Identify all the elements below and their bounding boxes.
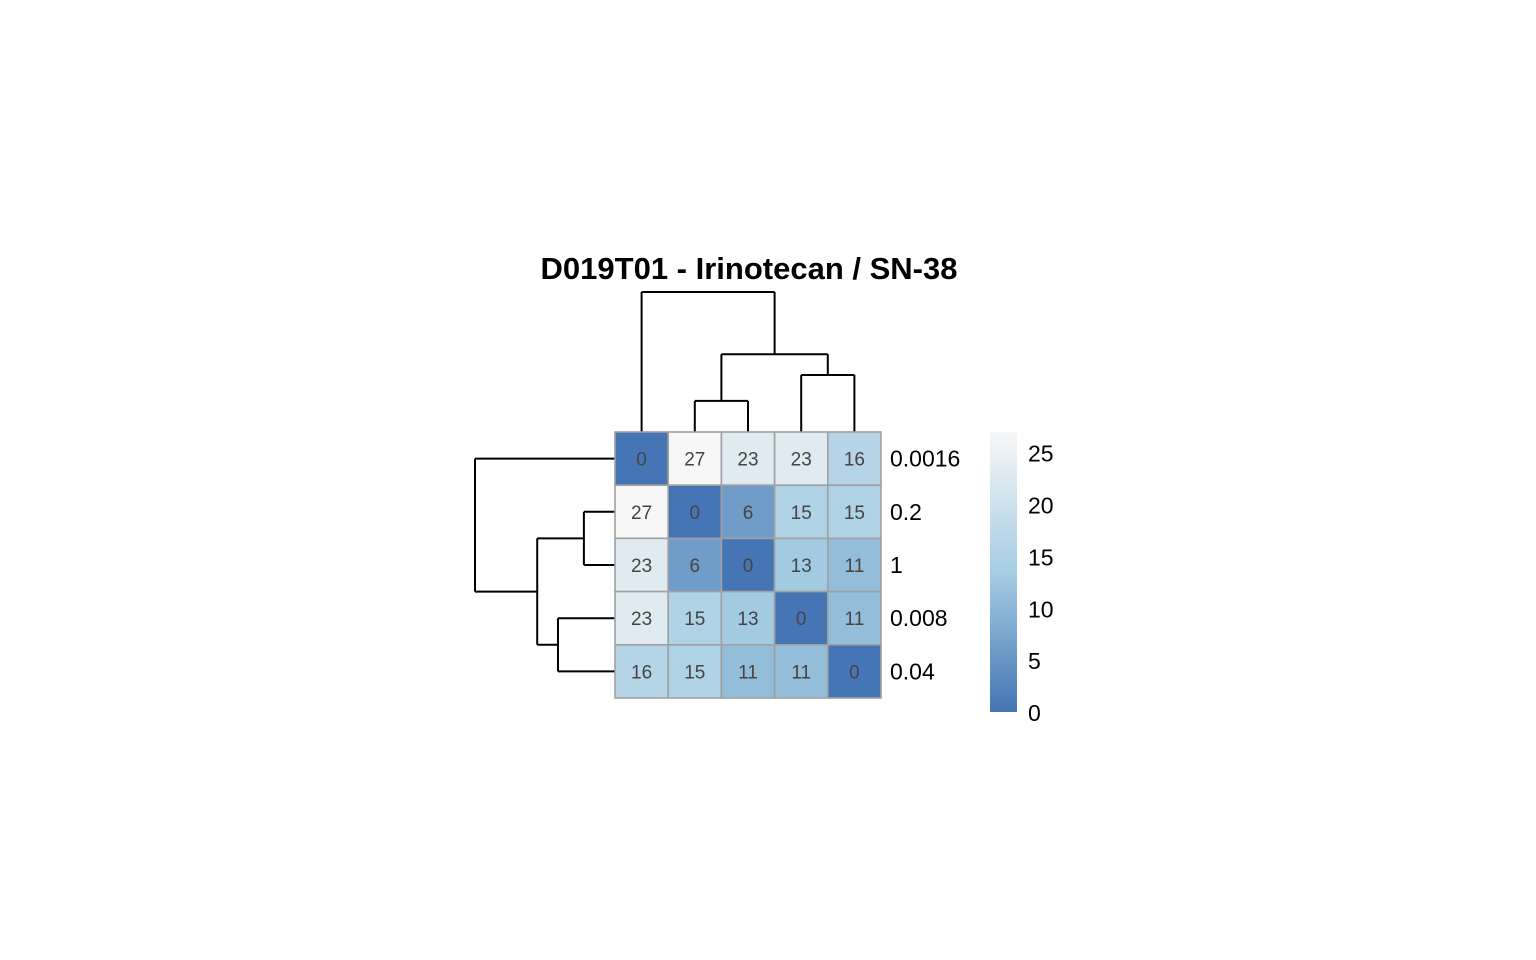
legend-tick-label: 5 xyxy=(1028,648,1041,674)
row-dendrogram xyxy=(474,457,615,673)
cell-value-label: 11 xyxy=(791,662,811,683)
cell-value-label: 15 xyxy=(844,503,865,524)
column-dendrogram xyxy=(640,291,856,432)
heatmap-cell xyxy=(826,431,882,487)
cell-value-label: 6 xyxy=(743,503,754,524)
cell-value-label: 15 xyxy=(684,662,705,683)
heatmap-cells: 0 27 23 23 16 27 0 6 15 15 23 6 0 13 11 23 15 13 0 11 16 15 11… xyxy=(614,431,882,699)
legend-tick-label: 20 xyxy=(1028,493,1054,519)
row-label: 0.2 xyxy=(890,499,922,525)
cell-value-label: 27 xyxy=(684,450,705,471)
heatmap-cell xyxy=(826,590,882,646)
heatmap-cell xyxy=(826,484,882,540)
cell-value-label: 13 xyxy=(791,556,812,577)
chart-title: D019T01 - Irinotecan / SN-38 xyxy=(541,251,958,286)
cell-value-label: 23 xyxy=(737,450,758,471)
cell-value-label: 0 xyxy=(690,503,701,524)
heatmap-cell xyxy=(614,643,670,699)
cell-value-label: 23 xyxy=(791,450,812,471)
legend-tick-label: 15 xyxy=(1028,544,1054,570)
heatmap-cell xyxy=(614,537,670,593)
row-label: 0.008 xyxy=(890,605,948,631)
heatmap-cell xyxy=(773,590,829,646)
heatmap-cell xyxy=(826,643,882,699)
cell-value-label: 6 xyxy=(690,556,701,577)
heatmap-cell xyxy=(720,484,776,540)
heatmap-cell xyxy=(720,537,776,593)
cell-value-label: 16 xyxy=(844,450,865,471)
row-label: 0.0016 xyxy=(890,446,960,472)
cell-value-label: 27 xyxy=(631,503,652,524)
legend-tick-label: 25 xyxy=(1028,441,1054,467)
cell-value-label: 0 xyxy=(796,609,807,630)
legend-tick-label: 0 xyxy=(1028,700,1041,726)
legend-tick-label: 10 xyxy=(1028,596,1054,622)
row-label: 1 xyxy=(890,552,903,578)
heatmap-cell xyxy=(773,537,829,593)
heatmap-cell xyxy=(773,431,829,487)
heatmap-cell xyxy=(667,590,723,646)
color-legend: 0 5 10 15 20 25 xyxy=(990,432,1054,726)
cell-value-label: 23 xyxy=(631,556,652,577)
cell-value-label: 0 xyxy=(743,556,754,577)
heatmap-cell xyxy=(667,431,723,487)
cell-value-label: 23 xyxy=(631,609,652,630)
heatmap-cell xyxy=(720,590,776,646)
cell-value-label: 11 xyxy=(738,662,758,683)
heatmap-cell xyxy=(773,643,829,699)
heatmap-cell xyxy=(667,537,723,593)
heatmap-cell xyxy=(720,643,776,699)
heatmap-cell xyxy=(614,431,670,487)
heatmap-cell xyxy=(614,484,670,540)
row-labels: 0.0016 0.2 1 0.008 0.04 xyxy=(890,446,960,685)
cell-value-label: 15 xyxy=(684,609,705,630)
heatmap-cell xyxy=(720,431,776,487)
cell-value-label: 0 xyxy=(636,450,647,471)
cell-value-label: 11 xyxy=(845,609,865,630)
row-label: 0.04 xyxy=(890,658,935,684)
cell-value-label: 0 xyxy=(849,662,860,683)
heatmap-cell xyxy=(614,590,670,646)
cell-value-label: 13 xyxy=(737,609,758,630)
cell-value-label: 15 xyxy=(791,503,812,524)
cell-value-label: 11 xyxy=(845,556,865,577)
heatmap-cell xyxy=(773,484,829,540)
legend-color-bar xyxy=(990,432,1017,712)
cell-value-label: 16 xyxy=(631,662,652,683)
